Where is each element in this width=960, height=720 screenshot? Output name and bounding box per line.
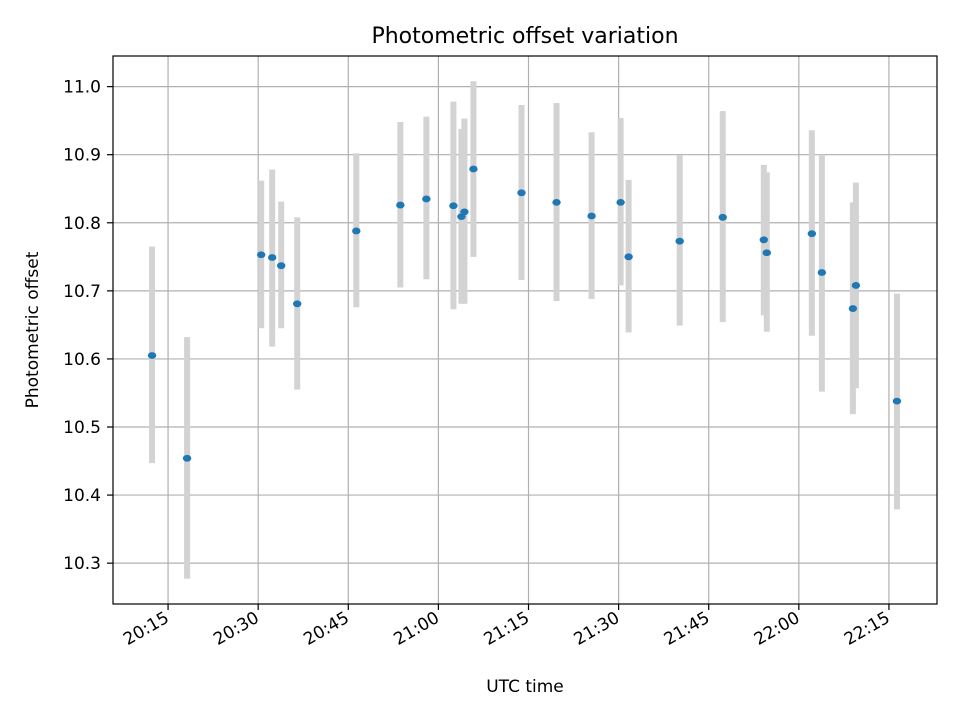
- y-tick-label: 10.4: [63, 486, 101, 506]
- point-layer: [147, 165, 902, 462]
- data-point: [277, 262, 286, 270]
- y-tick-label: 10.7: [63, 282, 101, 302]
- data-point: [762, 249, 771, 257]
- data-point: [848, 305, 858, 312]
- data-point: [352, 227, 361, 235]
- data-point: [851, 282, 861, 289]
- y-tick-label: 10.3: [63, 554, 101, 574]
- x-axis-label: UTC time: [486, 677, 564, 697]
- y-axis-label: Photometric offset: [23, 251, 43, 408]
- data-point: [469, 165, 478, 173]
- data-point: [759, 236, 768, 244]
- y-tick-label: 11.0: [63, 78, 101, 98]
- data-point: [267, 254, 277, 261]
- data-point: [552, 198, 561, 206]
- plot-frame: [112, 55, 938, 605]
- data-point: [422, 195, 431, 203]
- data-point: [256, 251, 266, 259]
- data-point: [718, 213, 727, 221]
- data-point: [807, 230, 817, 238]
- data-point: [675, 237, 684, 245]
- data-point: [587, 212, 596, 220]
- data-point: [460, 208, 469, 216]
- y-tick-label: 10.8: [63, 214, 101, 234]
- data-point: [182, 454, 192, 462]
- data-point: [817, 269, 827, 276]
- data-point: [624, 253, 633, 261]
- data-point: [892, 397, 902, 405]
- chart-title: Photometric offset variation: [371, 24, 678, 49]
- data-point: [616, 198, 625, 206]
- grid-layer: [113, 56, 937, 604]
- data-point: [293, 300, 302, 308]
- y-tick-label: 10.6: [63, 350, 101, 370]
- data-point: [396, 201, 405, 209]
- y-tick-label: 10.5: [63, 418, 101, 438]
- y-ticks: 10.3 10.4 10.5 10.6 10.7 10.8 10.9 11.0: [63, 78, 113, 574]
- data-point: [517, 189, 526, 197]
- data-point: [449, 202, 458, 210]
- data-point: [147, 352, 157, 359]
- y-tick-label: 10.9: [63, 146, 101, 166]
